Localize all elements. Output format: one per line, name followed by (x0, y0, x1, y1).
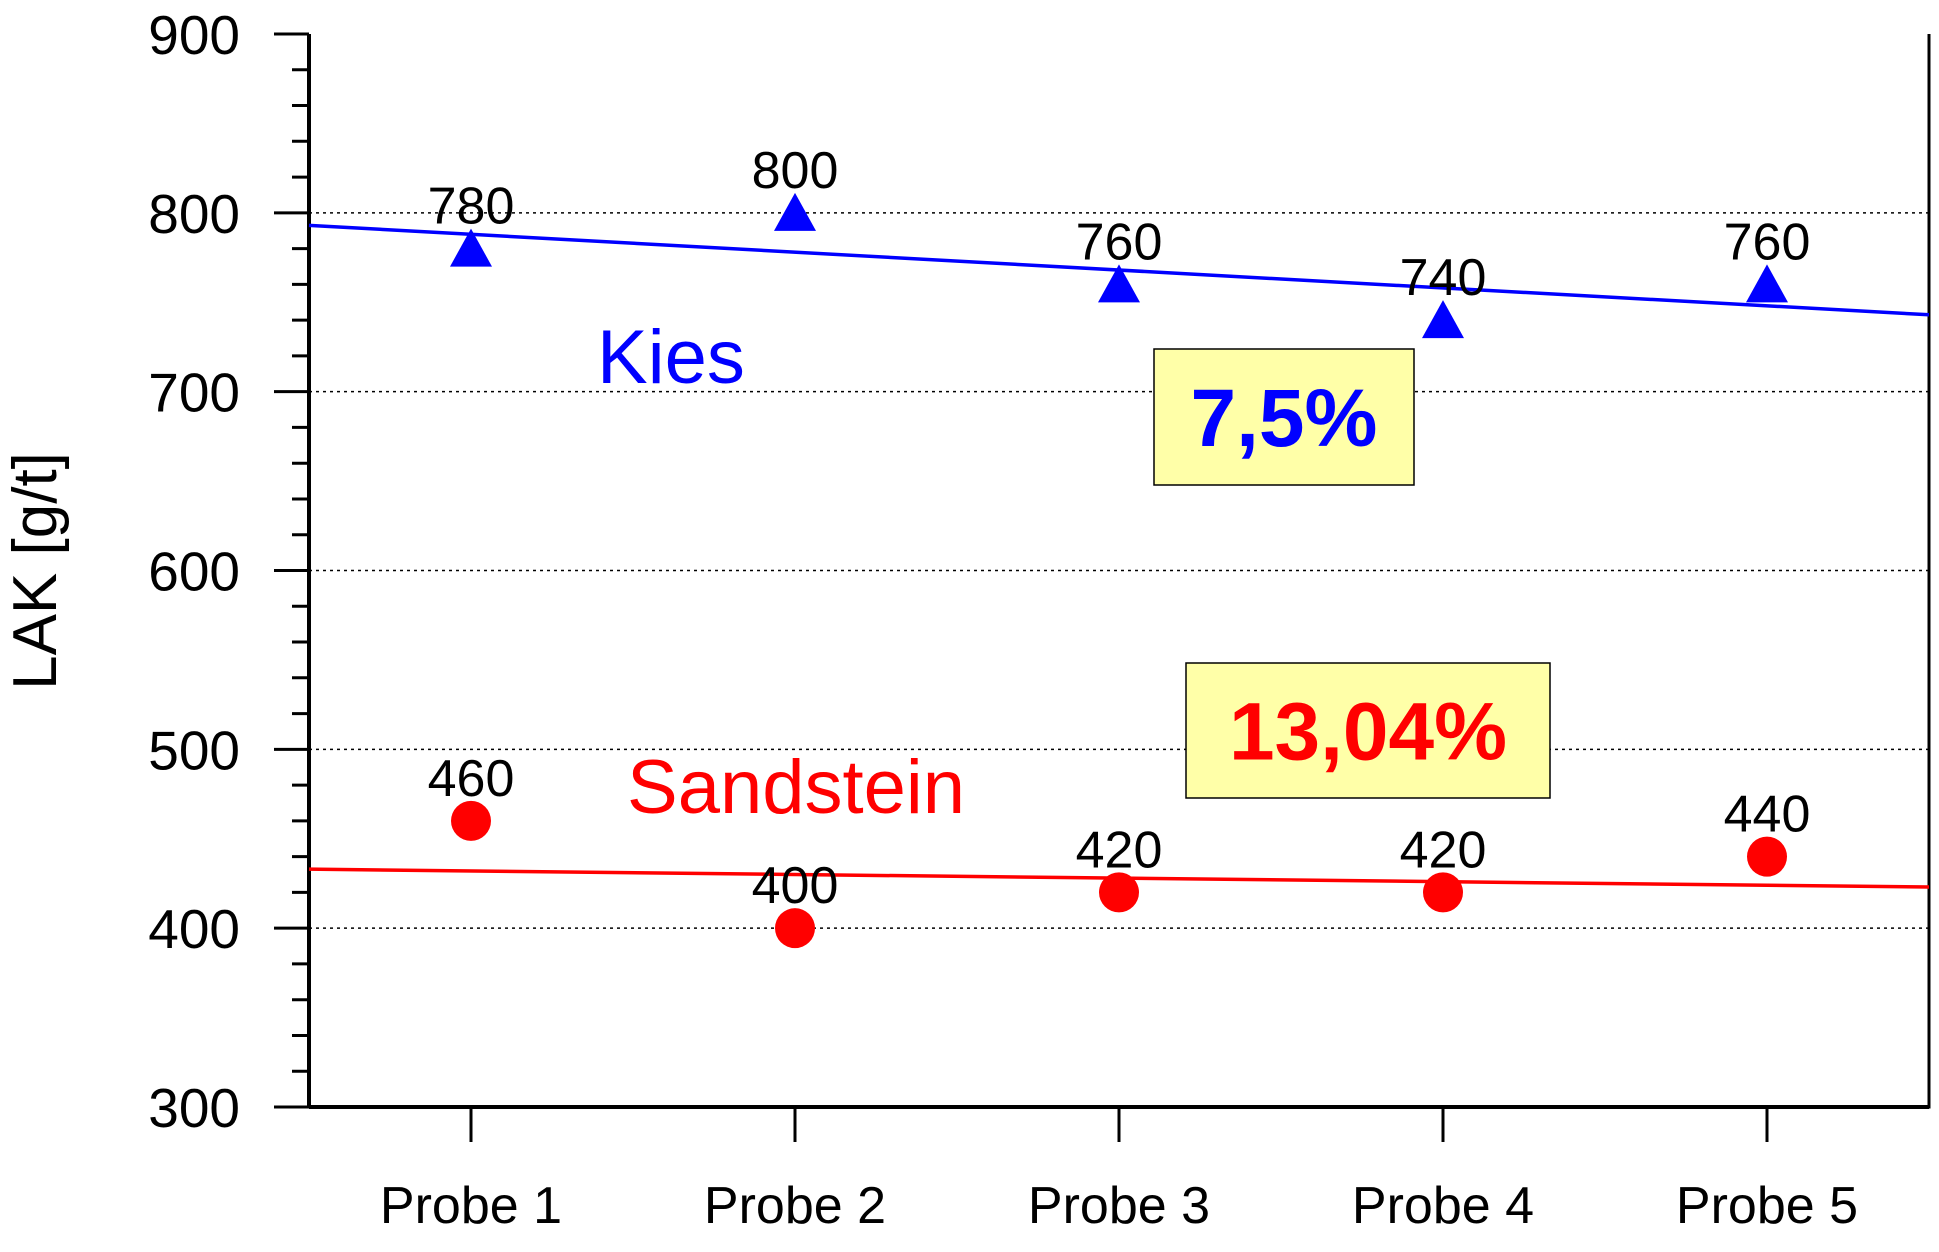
marker (1422, 300, 1464, 339)
series-label: Sandstein (627, 745, 965, 830)
series-label: Kies (597, 315, 745, 400)
data-label: 800 (752, 142, 839, 200)
data-label: 740 (1400, 249, 1487, 307)
data-label: 420 (1400, 821, 1487, 879)
y-tick-label: 700 (148, 362, 240, 424)
annotation-box (1185, 662, 1551, 799)
data-label: 440 (1724, 786, 1811, 844)
data-label: 460 (428, 750, 515, 808)
marker (450, 228, 492, 267)
marker (1099, 872, 1139, 913)
y-tick-label: 800 (148, 183, 240, 245)
x-tick-label: Probe 2 (704, 1177, 886, 1235)
marker (1747, 836, 1787, 877)
data-label: 760 (1076, 213, 1163, 271)
y-tick-label: 300 (148, 1077, 240, 1139)
marker (775, 908, 815, 949)
data-label: 420 (1076, 821, 1163, 879)
y-tick-label: 900 (148, 4, 240, 66)
marker (1746, 264, 1788, 303)
x-tick-label: Probe 4 (1352, 1177, 1534, 1235)
y-tick-label: 400 (148, 898, 240, 960)
marker (1098, 264, 1140, 303)
x-tick-label: Probe 5 (1676, 1177, 1858, 1235)
marker (451, 800, 491, 841)
x-tick-label: Probe 3 (1028, 1177, 1210, 1235)
marker (774, 192, 816, 231)
y-tick-label: 600 (148, 541, 240, 603)
data-label: 760 (1724, 213, 1811, 271)
annotation: 7,5% (1191, 373, 1378, 464)
x-tick-label: Probe 1 (380, 1177, 562, 1235)
marker (1423, 872, 1463, 913)
annotation-box (1153, 348, 1415, 486)
annotation: 13,04% (1229, 687, 1507, 778)
data-label: 400 (752, 857, 839, 915)
y-axis-label: LAK [g/t] (1, 452, 70, 690)
y-tick-label: 500 (148, 719, 240, 781)
data-label: 780 (428, 178, 515, 236)
